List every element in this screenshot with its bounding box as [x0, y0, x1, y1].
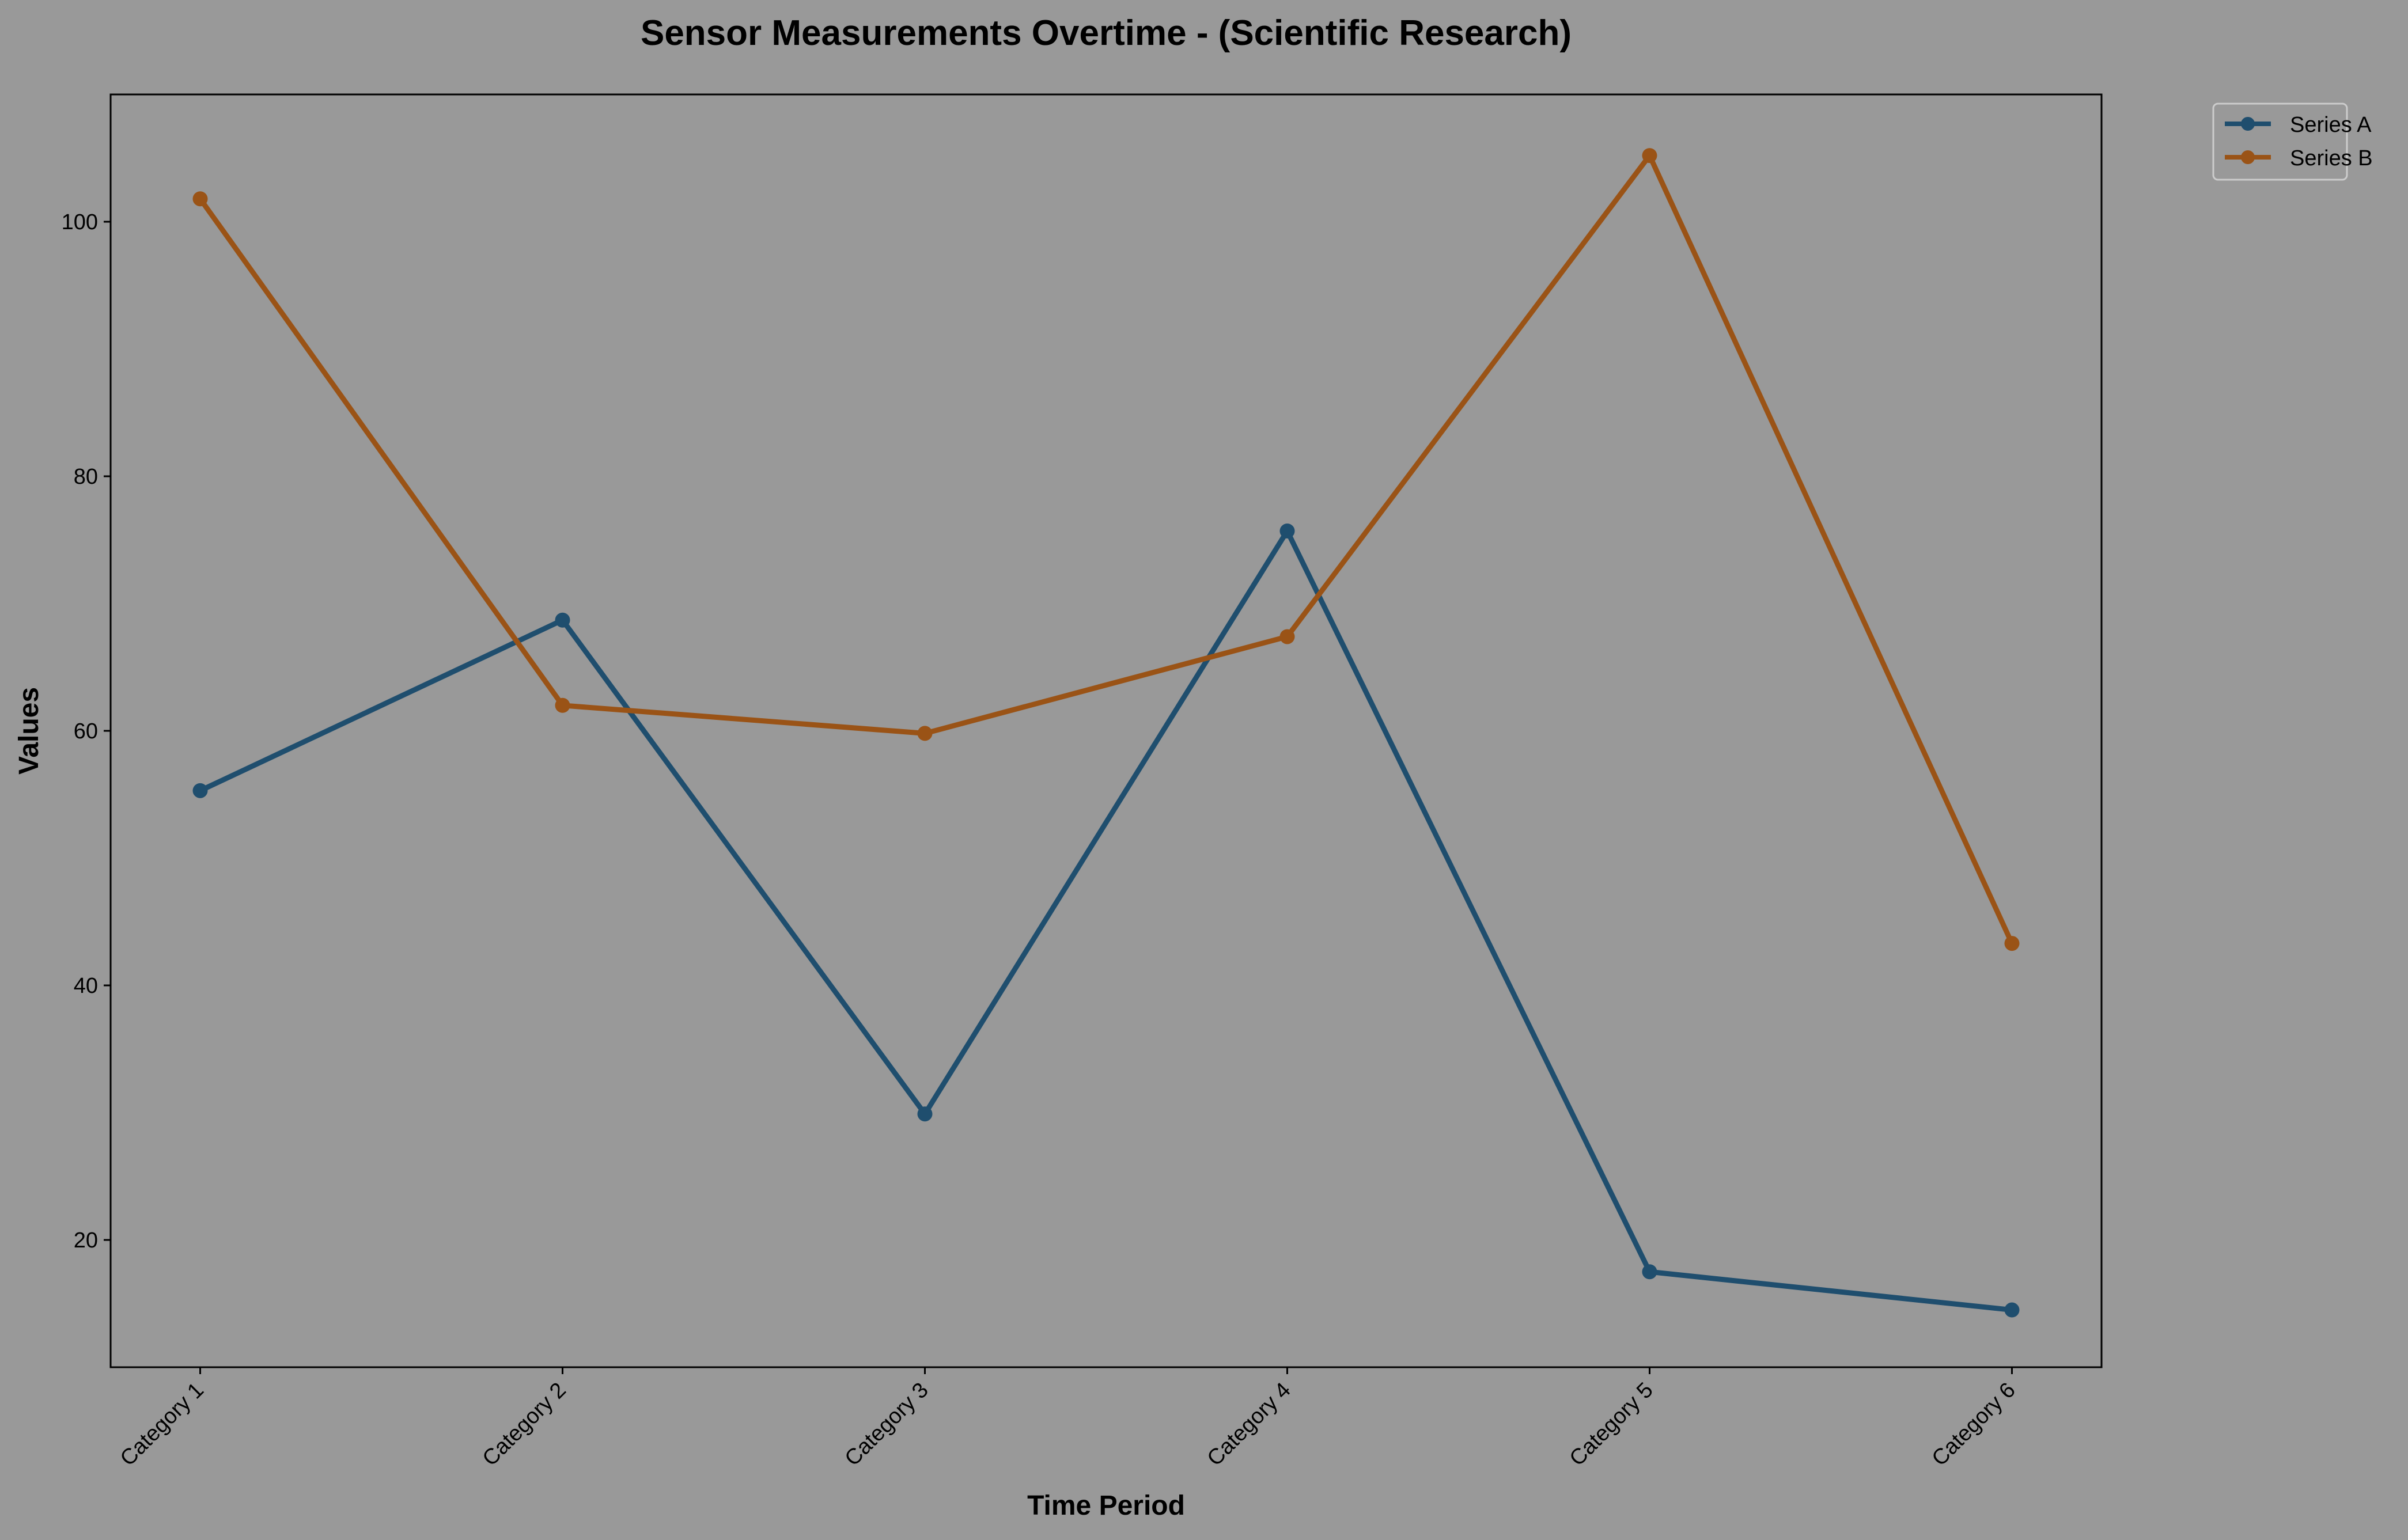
x-axis-label: Time Period [1027, 1490, 1185, 1521]
chart-title: Sensor Measurements Overtime - (Scientif… [641, 13, 1572, 53]
series-b-line [198, 153, 2015, 946]
legend-label-series-a: Series A [2290, 113, 2372, 137]
y-tick-label: 80 [74, 465, 98, 489]
plot-area [109, 93, 2103, 1368]
series-a-point [2004, 1302, 2020, 1318]
series-b-point [192, 191, 208, 207]
legend-label-series-b: Series B [2290, 146, 2373, 170]
y-tick-label: 40 [74, 974, 98, 998]
x-axis-ticks: Category 1 Category 2 Category 3 Category 4… [116, 1367, 2020, 1471]
series-layer [192, 148, 2020, 1318]
legend-marker-series-b [2241, 150, 2255, 164]
y-axis-ticks: 20 40 60 80 100 [62, 210, 111, 1253]
legend-marker-series-a [2241, 117, 2255, 131]
series-b-point [1642, 148, 1657, 164]
series-b-point [917, 726, 933, 741]
series-a-point [1642, 1264, 1657, 1280]
y-axis-label: Values [14, 687, 44, 775]
x-tick-label: Category 6 [1928, 1378, 2020, 1471]
y-tick-label: 100 [62, 210, 98, 234]
series-a-point [192, 783, 208, 798]
legend: Series A Series B [2212, 103, 2373, 181]
series-a-point [917, 1106, 933, 1122]
x-tick-label: Category 4 [1203, 1378, 1296, 1471]
x-tick-label: Category 3 [840, 1378, 933, 1471]
x-tick-label: Category 1 [116, 1378, 209, 1471]
series-a-point [1279, 524, 1295, 539]
y-tick-label: 60 [74, 719, 98, 744]
series-a-point [555, 612, 570, 628]
y-tick-label: 20 [74, 1228, 98, 1253]
x-tick-label: Category 5 [1565, 1378, 1658, 1471]
series-b-point [555, 697, 570, 713]
series-b-point [2004, 936, 2020, 951]
x-tick-label: Category 2 [478, 1378, 571, 1471]
series-b-point [1279, 629, 1295, 644]
series-a-line [198, 528, 2015, 1313]
